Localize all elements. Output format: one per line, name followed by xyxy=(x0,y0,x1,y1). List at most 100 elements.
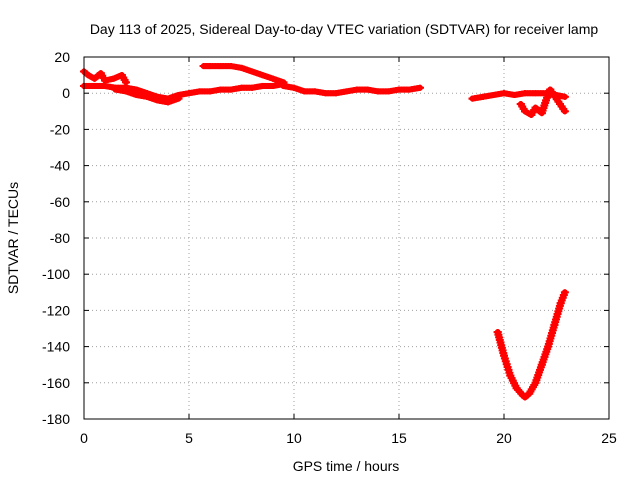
y-tick-label: -160 xyxy=(42,375,70,391)
data-point xyxy=(303,89,306,93)
data-point xyxy=(523,395,527,399)
data-point xyxy=(519,102,523,106)
data-point xyxy=(527,392,531,396)
data-point xyxy=(219,64,222,68)
data-point xyxy=(546,345,550,349)
data-point xyxy=(99,71,103,75)
data-point xyxy=(366,88,369,92)
x-tick-label: 10 xyxy=(286,430,302,446)
data-point xyxy=(93,77,96,81)
data-point xyxy=(135,88,138,92)
y-tick-label: -140 xyxy=(42,339,70,355)
data-point xyxy=(250,86,254,90)
y-tick-label: -180 xyxy=(42,411,70,427)
data-point xyxy=(198,89,201,93)
data-point xyxy=(563,95,567,99)
x-tick-label: 0 xyxy=(80,430,88,446)
data-point xyxy=(313,89,317,93)
data-point xyxy=(523,109,527,113)
data-point xyxy=(124,80,128,84)
data-point xyxy=(208,64,212,68)
data-point xyxy=(418,86,422,90)
data-point xyxy=(534,91,537,95)
data-point xyxy=(408,88,411,92)
data-layer xyxy=(80,63,569,401)
data-point xyxy=(521,393,525,397)
data-point xyxy=(496,330,500,334)
data-point xyxy=(177,97,180,101)
data-point xyxy=(187,91,191,95)
data-point xyxy=(492,93,495,97)
data-point xyxy=(502,354,506,358)
data-point xyxy=(229,88,233,92)
data-point xyxy=(552,323,556,327)
data-point xyxy=(540,363,544,367)
y-tick-label: -100 xyxy=(42,266,70,282)
data-point xyxy=(120,73,124,77)
data-point xyxy=(156,98,159,102)
y-tick-label: -80 xyxy=(50,230,70,246)
data-point xyxy=(261,73,264,77)
y-tick-label: 20 xyxy=(54,49,70,65)
x-tick-label: 15 xyxy=(391,430,407,446)
data-point xyxy=(86,73,90,77)
y-axis-label: SDTVAR / TECUs xyxy=(5,182,21,294)
data-point xyxy=(240,66,243,70)
data-point xyxy=(271,84,275,88)
data-point xyxy=(271,77,275,81)
y-tick-label: -120 xyxy=(42,302,70,318)
data-point xyxy=(166,100,170,104)
x-tick-label: 20 xyxy=(496,430,512,446)
data-point xyxy=(563,109,567,113)
data-point xyxy=(523,91,527,95)
data-point xyxy=(534,106,537,110)
y-tick-label: 0 xyxy=(62,85,70,101)
grid-layer xyxy=(84,57,609,419)
data-point xyxy=(229,64,233,68)
data-point xyxy=(544,98,548,102)
data-point xyxy=(219,88,222,92)
data-point xyxy=(529,113,533,117)
y-tick-label: -40 xyxy=(50,158,70,174)
data-point xyxy=(93,84,96,88)
data-point xyxy=(282,84,285,88)
x-tick-label: 5 xyxy=(185,430,193,446)
series-trace-deep-dip xyxy=(494,289,568,401)
data-point xyxy=(111,77,115,81)
data-point xyxy=(145,95,149,99)
data-point xyxy=(292,86,296,90)
data-point xyxy=(548,88,552,92)
data-point xyxy=(250,69,254,73)
data-point xyxy=(559,301,563,305)
data-point xyxy=(334,91,338,95)
data-point xyxy=(103,79,107,83)
data-point xyxy=(397,88,401,92)
data-point xyxy=(208,89,212,93)
data-point xyxy=(345,89,348,93)
data-point xyxy=(471,97,474,101)
data-point xyxy=(103,84,107,88)
data-point xyxy=(481,95,485,99)
data-point xyxy=(508,374,512,378)
x-axis-label: GPS time / hours xyxy=(293,458,400,474)
data-point xyxy=(376,89,380,93)
data-point xyxy=(502,91,506,95)
data-point xyxy=(540,111,544,115)
tick-layer: 0 5 10 15 20 25 20 0 -20 -40 -60 -80 -100 -120 -140 -16… xyxy=(42,49,617,446)
data-point xyxy=(124,89,128,93)
chart-title: Day 113 of 2025, Sidereal Day-to-day VTE… xyxy=(90,21,599,37)
data-point xyxy=(261,84,264,88)
data-point xyxy=(114,88,117,92)
data-point xyxy=(324,91,327,95)
data-point xyxy=(202,64,206,68)
data-point xyxy=(387,89,390,93)
data-point xyxy=(534,381,537,385)
data-point xyxy=(563,290,567,294)
data-point xyxy=(240,86,243,90)
x-tick-label: 25 xyxy=(601,430,617,446)
data-point xyxy=(355,88,359,92)
data-point xyxy=(513,93,516,97)
data-point xyxy=(515,386,519,390)
y-tick-label: -20 xyxy=(50,121,70,137)
data-point xyxy=(135,93,138,97)
